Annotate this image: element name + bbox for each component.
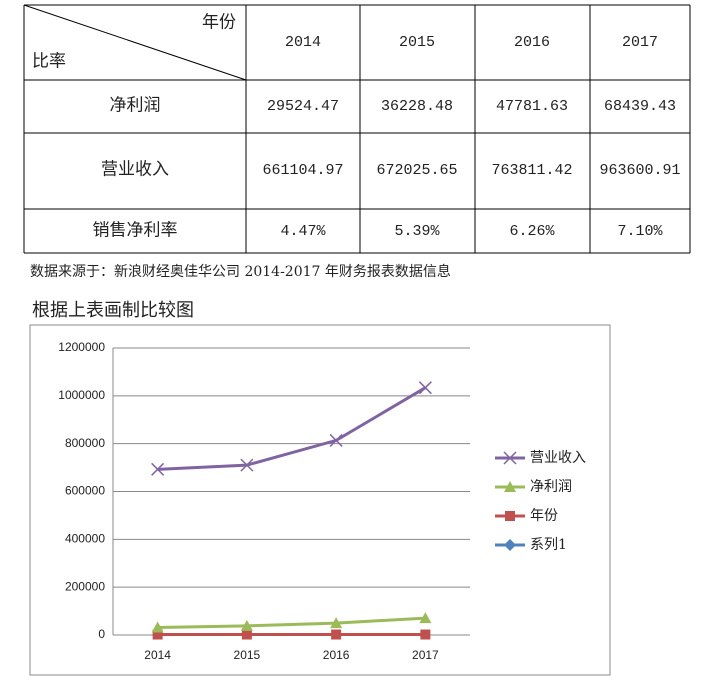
legend-label: 净利润 [530,479,572,495]
cell: 661104.97 [262,162,343,179]
legend-label: 年份 [530,508,558,524]
marker [420,629,431,640]
cell: 68439.43 [604,98,676,115]
x-tick-label: 2016 [323,648,350,662]
y-tick-label: 0 [98,627,105,641]
x-tick-label: 2014 [144,648,171,662]
table: 年份 比率 [23,4,691,254]
marker [331,629,342,640]
marker [418,381,432,395]
row-label: 销售净利率 [93,221,178,241]
legend-label: 系列1 [530,537,567,553]
corner-top: 年份 [202,13,236,33]
y-tick-label: 600000 [65,484,105,498]
chart-heading: 根据上表画制比较图 [32,300,194,321]
y-tick-label: 1000000 [58,388,105,402]
y-tick-label: 400000 [65,532,105,546]
y-tick-label: 1200000 [58,340,105,354]
cell: 7.10% [617,223,663,240]
marker [419,612,432,624]
cell: 4.47% [280,223,326,240]
cell: 6.26% [509,223,555,240]
marker [330,617,343,629]
cell: 47781.63 [496,98,568,115]
marker [240,458,254,472]
cell: 672025.65 [376,162,457,179]
cell: 5.39% [394,223,440,240]
row-label: 营业收入 [101,160,169,180]
marker [240,619,253,631]
chart-frame [29,324,611,676]
y-tick-label: 800000 [65,436,105,450]
year-header: 2015 [399,34,435,51]
cell: 36228.48 [381,98,453,115]
marker [152,629,163,640]
marker [504,481,516,492]
corner-bottom: 比率 [32,52,66,72]
row-label: 净利润 [110,96,161,116]
series-line [157,616,426,629]
series-line [157,386,427,471]
marker [505,511,515,521]
marker [503,451,517,465]
source-note: 数据来源于：新浪财经奥佳华公司 2014-2017 年财务报表数据信息 [30,263,451,280]
marker [241,629,252,640]
year-header: 2017 [622,34,658,51]
legend-label: 营业收入 [530,450,586,466]
marker [151,621,164,633]
cell: 763811.42 [491,162,572,179]
marker [504,539,516,551]
cell: 29524.47 [267,98,339,115]
diagonal [23,4,247,81]
year-header: 2016 [514,34,550,51]
year-header: 2014 [285,34,321,51]
x-tick-label: 2015 [234,648,261,662]
marker [151,462,165,476]
marker [329,433,343,447]
x-tick-label: 2017 [412,648,439,662]
y-tick-label: 200000 [65,579,105,593]
cell: 963600.91 [599,162,680,179]
